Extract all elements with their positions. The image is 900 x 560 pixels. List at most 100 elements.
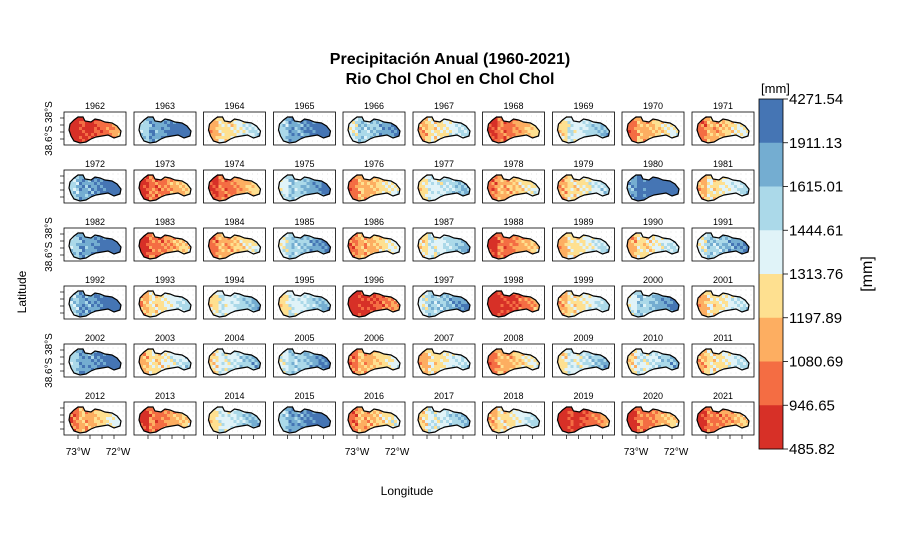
precip-cell	[212, 175, 216, 177]
precip-cell	[242, 127, 246, 131]
precip-cell	[494, 194, 498, 198]
precip-cell	[236, 188, 240, 192]
precip-cell	[230, 188, 234, 192]
precip-cell	[361, 194, 365, 198]
precip-cell	[82, 124, 86, 128]
precip-cell	[161, 175, 165, 177]
precip-cell	[212, 194, 216, 198]
precip-cell	[388, 130, 392, 134]
precip-cell	[570, 121, 574, 125]
precip-cell	[167, 112, 170, 115]
precip-cell	[576, 118, 580, 122]
precip-cell	[64, 246, 67, 249]
precip-cell	[740, 117, 744, 119]
precip-cell	[428, 185, 432, 189]
precip-cell	[382, 170, 385, 173]
precip-cell	[236, 130, 240, 134]
precip-cell	[604, 170, 607, 173]
precip-cell	[307, 170, 310, 173]
precip-cell	[73, 121, 77, 125]
precip-cell	[103, 252, 107, 256]
precip-cell	[146, 121, 150, 125]
precip-cell	[254, 139, 258, 143]
precip-cell	[152, 191, 156, 195]
precip-cell	[346, 170, 349, 173]
precip-cell	[173, 179, 177, 183]
precip-cell	[719, 191, 723, 195]
precip-cell	[725, 127, 729, 131]
precip-cell	[461, 139, 465, 143]
precip-cell	[500, 133, 504, 137]
precip-cell	[637, 176, 641, 180]
precip-cell	[97, 112, 100, 115]
precip-cell	[655, 127, 659, 131]
precip-cell	[428, 127, 432, 131]
precip-cell	[343, 139, 346, 142]
precip-cell	[697, 118, 699, 122]
precip-cell	[300, 191, 304, 195]
precip-cell	[640, 170, 643, 173]
precip-cell	[527, 130, 531, 134]
precip-cell	[553, 136, 556, 139]
precip-cell	[400, 136, 403, 139]
precip-cell	[564, 194, 568, 198]
precip-cell	[585, 197, 589, 201]
precip-cell	[449, 197, 453, 201]
precip-cell	[118, 182, 121, 186]
precip-cell	[367, 175, 371, 177]
precip-cell	[603, 133, 607, 137]
precip-cell	[158, 185, 162, 189]
precip-cell	[173, 121, 177, 125]
precip-cell	[458, 127, 462, 131]
precip-cell	[97, 182, 101, 186]
precip-cell	[631, 175, 635, 177]
precip-cell	[208, 118, 210, 122]
precip-cell	[707, 118, 711, 122]
precip-cell	[737, 130, 741, 134]
precip-cell	[79, 175, 83, 177]
map-panel: 1983	[133, 217, 197, 262]
precip-cell	[237, 170, 240, 173]
precip-cell	[506, 191, 510, 195]
precip-cell	[737, 175, 741, 177]
precip-cell	[251, 197, 255, 201]
precip-cell	[487, 175, 489, 177]
precip-cell	[573, 127, 577, 131]
precip-cell	[212, 185, 216, 189]
precip-cell	[261, 136, 264, 139]
precip-cell	[443, 175, 447, 177]
precip-cell	[722, 191, 726, 195]
panel-frame	[552, 111, 615, 146]
precip-cell	[673, 185, 677, 189]
precip-cell	[382, 197, 386, 201]
basin-outline	[696, 174, 750, 202]
precip-cell	[573, 188, 577, 192]
precip-cell	[692, 139, 695, 142]
precip-cell	[94, 170, 97, 173]
precip-cell	[367, 112, 370, 115]
precip-cell	[385, 175, 389, 177]
precip-cell	[218, 118, 222, 122]
basin-outline	[486, 174, 541, 202]
precip-cell	[746, 175, 749, 177]
precip-cell	[553, 185, 556, 188]
precip-cell	[649, 136, 653, 140]
precip-cell	[257, 133, 261, 137]
precip-cell	[637, 127, 641, 131]
precip-cell	[209, 182, 213, 186]
precip-cell	[397, 176, 400, 180]
precip-cell	[506, 121, 510, 125]
precip-cell	[391, 170, 394, 173]
precip-cell	[737, 182, 741, 186]
precip-cell	[251, 124, 255, 128]
precip-cell	[467, 124, 470, 128]
precip-cell	[640, 127, 644, 131]
precip-cell	[634, 124, 638, 128]
precip-cell	[655, 133, 659, 137]
precip-cell	[304, 170, 307, 173]
precip-cell	[97, 249, 101, 253]
precip-cell	[579, 191, 583, 195]
precip-cell	[622, 182, 625, 185]
precip-cell	[400, 127, 403, 130]
precip-cell	[518, 130, 522, 134]
